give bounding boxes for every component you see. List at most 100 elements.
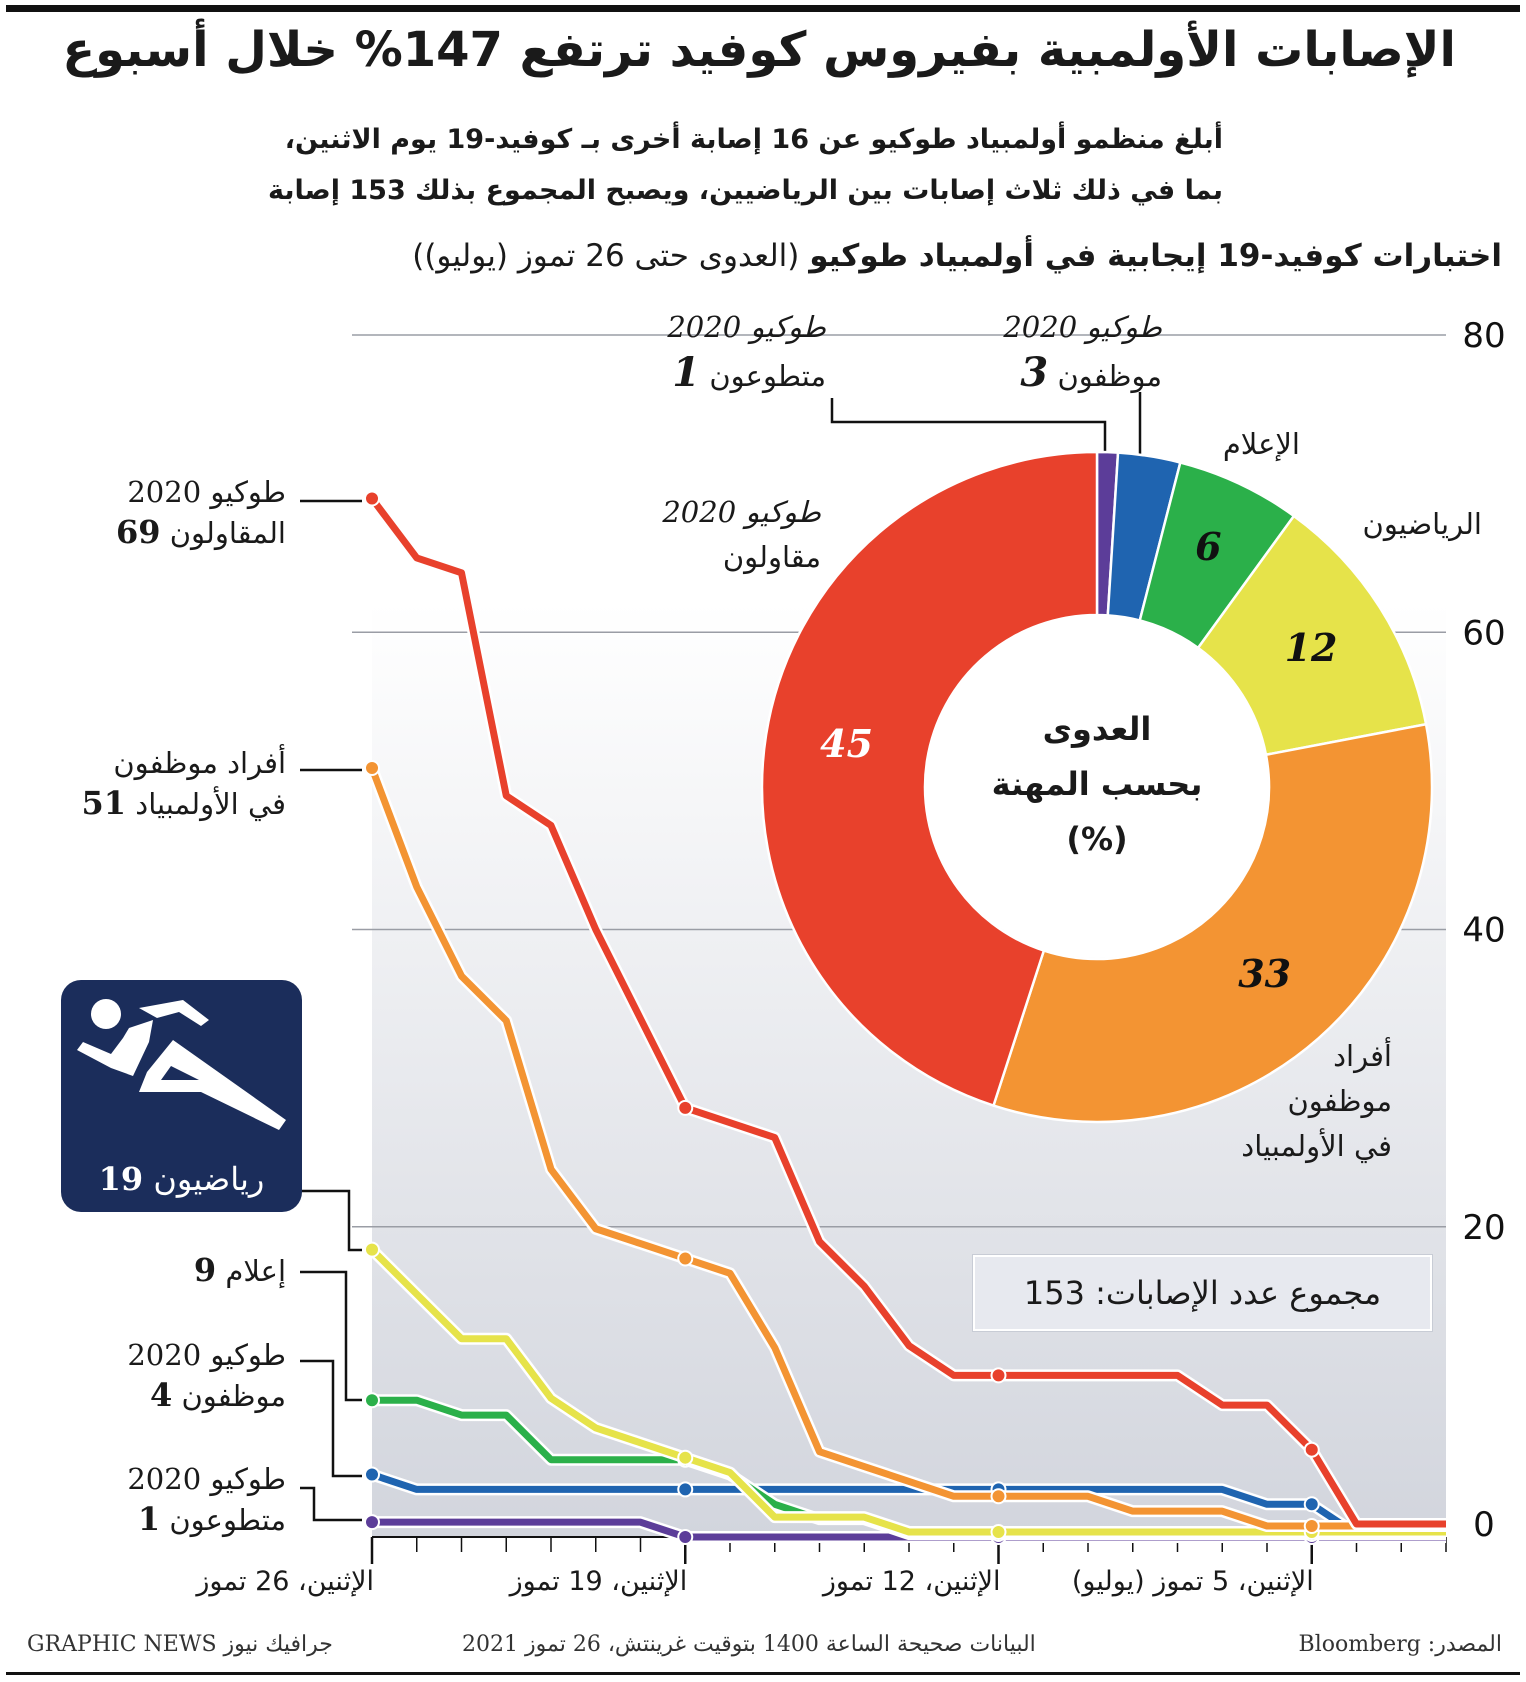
donut-label-text: الرياضيون bbox=[1362, 507, 1482, 541]
series-label-line: طوكيو 2020 bbox=[127, 1335, 286, 1375]
total-cases-box: مجموع عدد الإصابات: 153 bbox=[973, 1255, 1432, 1331]
donut-label-text: موظفون bbox=[1057, 359, 1162, 393]
series-label-text: طوكيو 2020 bbox=[127, 475, 286, 509]
donut-label-line: طوكيو 2020 bbox=[667, 305, 826, 350]
data-point-contractors bbox=[990, 1367, 1007, 1384]
donut-label-line: في الأولمبياد bbox=[1241, 1124, 1392, 1169]
athletes-label: رياضيون 19 bbox=[61, 1160, 302, 1198]
data-point-contractors bbox=[677, 1099, 694, 1116]
donut-label-athletes: الرياضيون bbox=[1363, 502, 1482, 547]
chart-heading-normal: (العدوى حتى 26 تموز (يوليو)) bbox=[412, 238, 810, 274]
athletes-label-text: رياضيون bbox=[153, 1160, 265, 1198]
series-line-staff bbox=[368, 766, 1446, 1530]
donut-label-line: الرياضيون bbox=[1363, 502, 1482, 547]
subtitle-line-2: بما في ذلك ثلاث إصابات بين الرياضيين، وي… bbox=[267, 175, 1223, 206]
series-label-text: موظفون bbox=[181, 1379, 286, 1413]
page-title: الإصابات الأولمبية بفيروس كوفيد ترتفع 14… bbox=[62, 22, 1456, 78]
chart-heading: اختبارات كوفيد-19 إيجابية في أولمبياد طو… bbox=[412, 238, 1502, 274]
y-tick-label: 20 bbox=[1462, 1208, 1505, 1248]
donut-slice-contractors bbox=[760, 450, 1099, 1108]
donut-label-tokyo_staff: طوكيو 2020 موظفون 3 bbox=[1003, 305, 1162, 399]
data-point-tokyo_staff bbox=[677, 1481, 694, 1498]
x-tick-label: الإثنين، 26 تموز bbox=[196, 1566, 374, 1597]
donut-label-value: 3 bbox=[1020, 349, 1049, 396]
series-line-contractors bbox=[369, 496, 1446, 1528]
leader-donut-volunteers bbox=[830, 398, 1107, 452]
donut-hole bbox=[926, 616, 1268, 958]
data-point-tokyo_staff bbox=[364, 1466, 380, 1483]
donut-label-line: موظفون 3 bbox=[1003, 350, 1162, 399]
data-point-volunteers bbox=[677, 1529, 694, 1545]
series-label-line: في الأولمبياد 51 bbox=[82, 783, 286, 824]
data-point-staff bbox=[364, 760, 380, 777]
donut-label-media: الإعلام bbox=[1223, 422, 1300, 467]
donut-value-label-staff: 33 bbox=[1238, 951, 1292, 997]
donut-label-staff: أفراد موظفون في الأولمبياد bbox=[1241, 1034, 1392, 1169]
series-total: 4 bbox=[149, 1376, 173, 1414]
leader-tokyo_staff bbox=[300, 1359, 362, 1478]
footer-note: البيانات صحيحة الساعة 1400 بتوقيت غرينتش… bbox=[462, 1632, 1036, 1657]
data-point-athletes bbox=[990, 1524, 1007, 1540]
series-total: 69 bbox=[115, 513, 161, 551]
footer-credit: GRAPHIC NEWS جرافيك نيوز bbox=[27, 1632, 333, 1657]
series-label-text: إعلام bbox=[225, 1254, 286, 1288]
series-label-text: طوكيو 2020 bbox=[127, 1338, 286, 1372]
y-tick-label: 40 bbox=[1462, 911, 1505, 951]
donut-label-line: الإعلام bbox=[1223, 422, 1300, 467]
athletes-count: 19 bbox=[98, 1160, 144, 1198]
footer-source: المصدر: Bloomberg bbox=[1298, 1632, 1502, 1657]
top-rule bbox=[6, 5, 1520, 12]
series-label-text: في الأولمبياد bbox=[135, 787, 286, 821]
bottom-rule bbox=[6, 1672, 1520, 1675]
data-point-athletes bbox=[677, 1449, 694, 1466]
data-point-athletes bbox=[364, 1241, 380, 1258]
donut-label-text: الإعلام bbox=[1222, 427, 1300, 461]
donut-label-line: مقاولون bbox=[662, 535, 821, 580]
x-tick-label: الإثنين، 12 تموز bbox=[822, 1566, 1001, 1597]
series-label-text: المقاولون bbox=[169, 516, 286, 550]
donut-label-volunteers: طوكيو 2020 متطوعون 1 bbox=[667, 305, 826, 399]
data-point-contractors bbox=[364, 490, 380, 507]
donut-label-line: أفراد bbox=[1241, 1034, 1392, 1079]
series-total: 51 bbox=[81, 784, 127, 822]
series-total: 9 bbox=[193, 1251, 217, 1289]
chart-heading-bold: اختبارات كوفيد-19 إيجابية في أولمبياد طو… bbox=[809, 238, 1502, 274]
series-label-text: متطوعون bbox=[169, 1503, 286, 1537]
series-label-line: إعلام 9 bbox=[194, 1250, 286, 1291]
series-label-line: موظفون 4 bbox=[127, 1375, 286, 1416]
donut-label-text: موظفون bbox=[1287, 1084, 1392, 1118]
data-point-staff bbox=[990, 1488, 1007, 1505]
data-point-volunteers bbox=[364, 1514, 380, 1531]
donut-slice-athletes bbox=[1196, 514, 1428, 757]
donut-label-text: طوكيو 2020 bbox=[662, 495, 821, 529]
series-label-text: طوكيو 2020 bbox=[127, 1462, 286, 1496]
series-label-tokyo_staff: طوكيو 2020 موظفون 4 bbox=[127, 1335, 286, 1416]
donut-label-line: متطوعون 1 bbox=[667, 350, 826, 399]
data-point-staff bbox=[1303, 1518, 1320, 1534]
donut-label-text: طوكيو 2020 bbox=[1003, 310, 1162, 344]
series-label-volunteers: طوكيو 2020 متطوعون 1 bbox=[127, 1459, 286, 1540]
leader-volunteers bbox=[300, 1486, 362, 1522]
donut-label-text: متطوعون bbox=[709, 359, 826, 393]
series-label-contractors: طوكيو 2020 المقاولون 69 bbox=[116, 472, 286, 553]
leader-athletes bbox=[302, 1189, 362, 1252]
subtitle-line-1: أبلغ منظمو أولمبياد طوكيو عن 16 إصابة أخ… bbox=[284, 124, 1223, 155]
series-label-text: أفراد موظفون bbox=[113, 746, 286, 780]
data-point-staff bbox=[677, 1250, 694, 1267]
donut-value-label-contractors: 45 bbox=[820, 721, 874, 767]
donut-center-label: (%) bbox=[1066, 820, 1128, 858]
series-label-line: طوكيو 2020 bbox=[116, 472, 286, 512]
series-label-line: متطوعون 1 bbox=[127, 1499, 286, 1540]
donut-label-value: 1 bbox=[672, 349, 701, 396]
series-label-media: إعلام 9 bbox=[194, 1250, 286, 1291]
series-total: 1 bbox=[137, 1500, 161, 1538]
athletes-label-box: رياضيون 19 bbox=[61, 980, 302, 1212]
donut-label-text: في الأولمبياد bbox=[1241, 1129, 1392, 1163]
donut-label-text: أفراد bbox=[1333, 1039, 1392, 1073]
x-tick-label: الإثنين، 5 تموز (يوليو) bbox=[1071, 1566, 1314, 1597]
series-line-tokyo_staff bbox=[370, 1471, 1446, 1538]
donut-slice-staff bbox=[991, 722, 1434, 1124]
x-tick-label: الإثنين، 19 تموز bbox=[509, 1566, 688, 1597]
running-athlete-icon bbox=[77, 999, 286, 1130]
donut-label-text: طوكيو 2020 bbox=[667, 310, 826, 344]
